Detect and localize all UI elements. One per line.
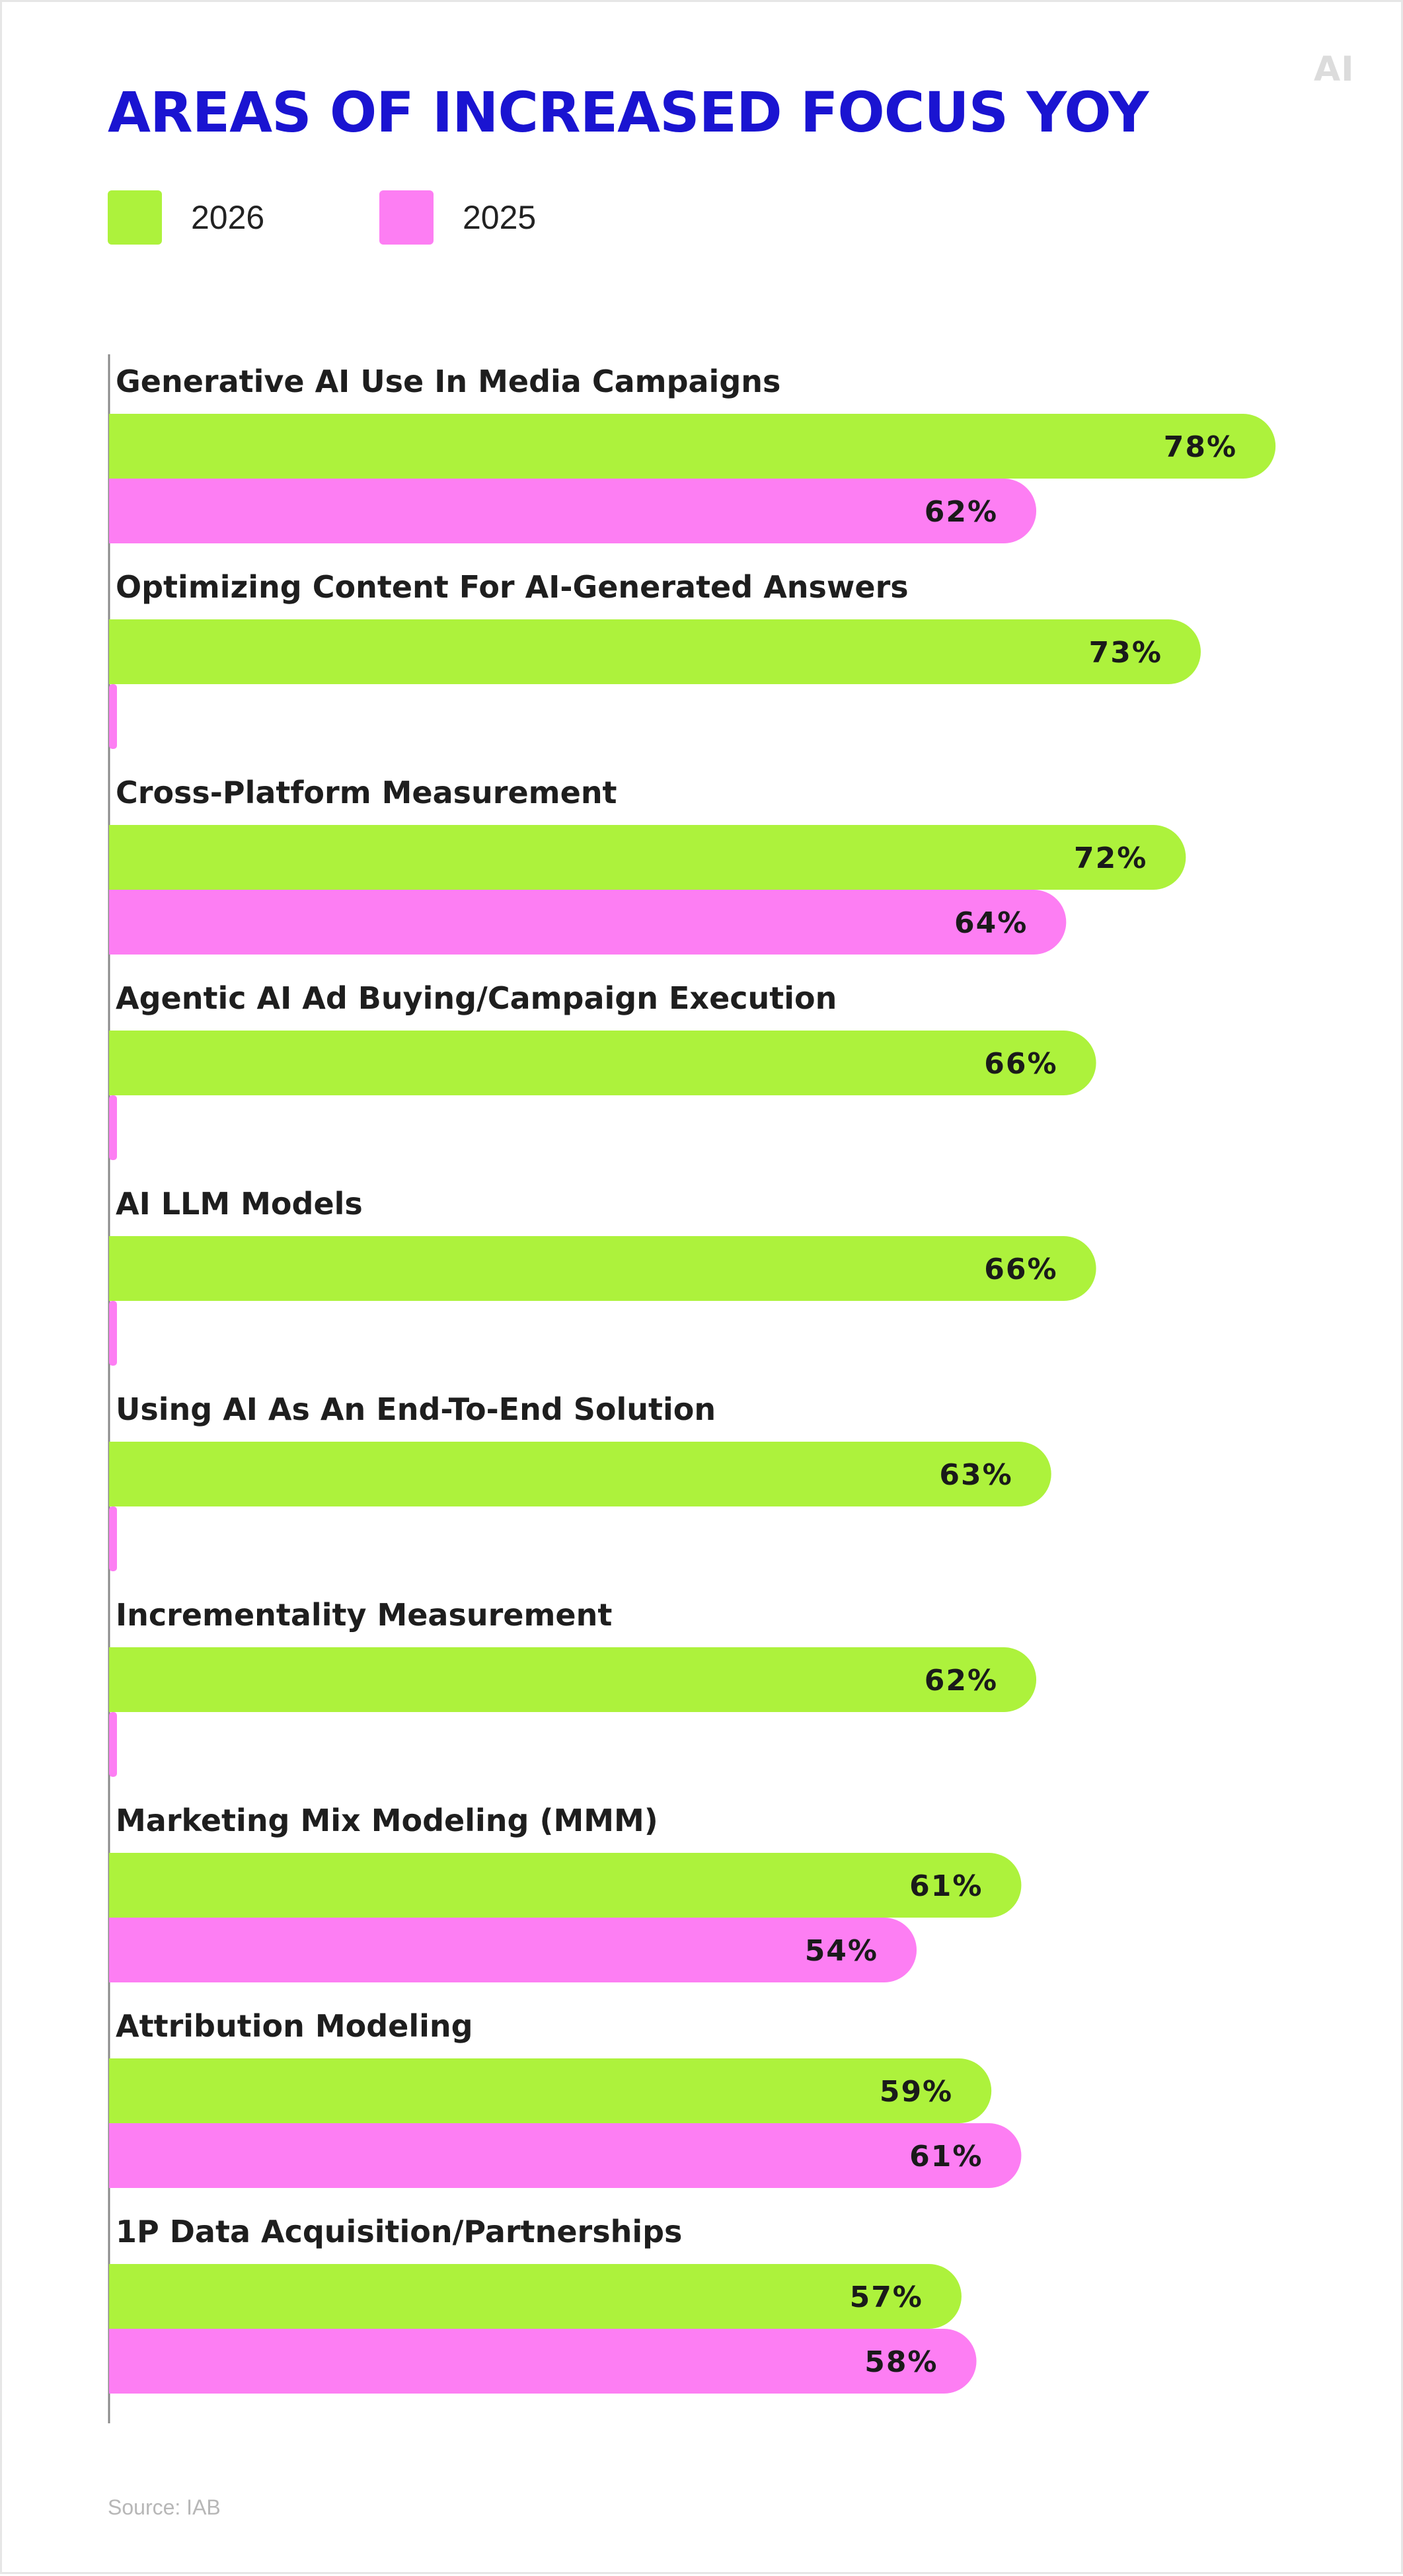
data-label-2026-cross-platform-measurement: 72%	[1074, 841, 1147, 875]
bar-2025-1p-data-acquisition-partnerships	[109, 2329, 977, 2394]
data-label-2026-agentic-ai-ad-buying-campaign-execution: 66%	[984, 1047, 1057, 1081]
data-label-2026-generative-ai-use-in-media-campaigns: 78%	[1164, 430, 1237, 464]
category-label-incrementality-measurement: Incrementality Measurement	[116, 1597, 612, 1633]
bar-empty-2025-agentic-ai-ad-buying-campaign-execution	[109, 1095, 117, 1160]
category-label-marketing-mix-modeling-mmm: Marketing Mix Modeling (MMM)	[116, 1803, 658, 1838]
data-label-2025-cross-platform-measurement: 64%	[954, 906, 1028, 940]
data-label-2025-generative-ai-use-in-media-campaigns: 62%	[925, 495, 998, 529]
category-label-1p-data-acquisition-partnerships: 1P Data Acquisition/Partnerships	[116, 2214, 682, 2249]
data-label-2025-1p-data-acquisition-partnerships: 58%	[864, 2345, 938, 2379]
category-label-agentic-ai-ad-buying-campaign-execution: Agentic AI Ad Buying/Campaign Execution	[116, 980, 837, 1016]
bar-2026-cross-platform-measurement	[109, 825, 1186, 890]
data-label-2026-optimizing-content-for-ai-generated-answers: 73%	[1089, 636, 1162, 670]
data-label-2025-attribution-modeling: 61%	[909, 2140, 983, 2173]
category-label-attribution-modeling: Attribution Modeling	[116, 2008, 473, 2044]
bar-2026-ai-llm-models	[109, 1235, 1096, 1301]
data-label-2026-incrementality-measurement: 62%	[925, 1664, 998, 1698]
data-label-2026-marketing-mix-modeling-mmm: 61%	[909, 1869, 983, 1903]
bar-2025-cross-platform-measurement	[109, 890, 1067, 955]
watermark-logo: AI	[1314, 50, 1355, 89]
chart-title: AREAS OF INCREASED FOCUS YOY	[108, 80, 1149, 145]
data-label-2026-ai-llm-models: 66%	[984, 1253, 1057, 1286]
legend-swatch-2026	[108, 190, 162, 245]
bar-empty-2025-optimizing-content-for-ai-generated-answers	[109, 684, 117, 749]
bar-2026-attribution-modeling	[109, 2058, 992, 2123]
bar-empty-2025-ai-llm-models	[109, 1301, 117, 1366]
bar-2026-1p-data-acquisition-partnerships	[109, 2264, 962, 2329]
bar-2026-agentic-ai-ad-buying-campaign-execution	[109, 1031, 1096, 1095]
bar-2026-generative-ai-use-in-media-campaigns	[109, 414, 1276, 479]
bar-empty-2025-using-ai-as-an-end-to-end-solution	[109, 1506, 117, 1571]
bar-2025-marketing-mix-modeling-mmm	[109, 1918, 917, 1982]
bar-2025-generative-ai-use-in-media-campaigns	[109, 479, 1037, 543]
bar-empty-2025-incrementality-measurement	[109, 1712, 117, 1777]
category-label-using-ai-as-an-end-to-end-solution: Using AI As An End-To-End Solution	[116, 1391, 716, 1427]
category-label-generative-ai-use-in-media-campaigns: Generative AI Use In Media Campaigns	[116, 364, 780, 399]
data-label-2026-using-ai-as-an-end-to-end-solution: 63%	[939, 1458, 1012, 1492]
bar-2026-marketing-mix-modeling-mmm	[109, 1853, 1022, 1918]
legend-item-2026: 2026	[108, 190, 264, 245]
legend-label-2026: 2026	[191, 199, 265, 236]
data-label-2025-marketing-mix-modeling-mmm: 54%	[805, 1934, 878, 1968]
legend-swatch-2025	[379, 190, 434, 245]
bar-2025-attribution-modeling	[109, 2123, 1022, 2188]
bar-2026-optimizing-content-for-ai-generated-answers	[109, 619, 1201, 684]
source-note: Source: IAB	[108, 2495, 221, 2519]
category-label-cross-platform-measurement: Cross-Platform Measurement	[116, 775, 617, 810]
bar-2026-incrementality-measurement	[109, 1647, 1037, 1712]
data-label-2026-attribution-modeling: 59%	[880, 2075, 953, 2109]
legend-label-2025: 2025	[463, 199, 537, 236]
legend-item-2025: 2025	[379, 190, 536, 245]
bar-2026-using-ai-as-an-end-to-end-solution	[109, 1442, 1051, 1506]
category-label-optimizing-content-for-ai-generated-answers: Optimizing Content For AI-Generated Answ…	[116, 569, 909, 605]
data-label-2026-1p-data-acquisition-partnerships: 57%	[850, 2281, 923, 2314]
category-label-ai-llm-models: AI LLM Models	[116, 1186, 363, 1222]
